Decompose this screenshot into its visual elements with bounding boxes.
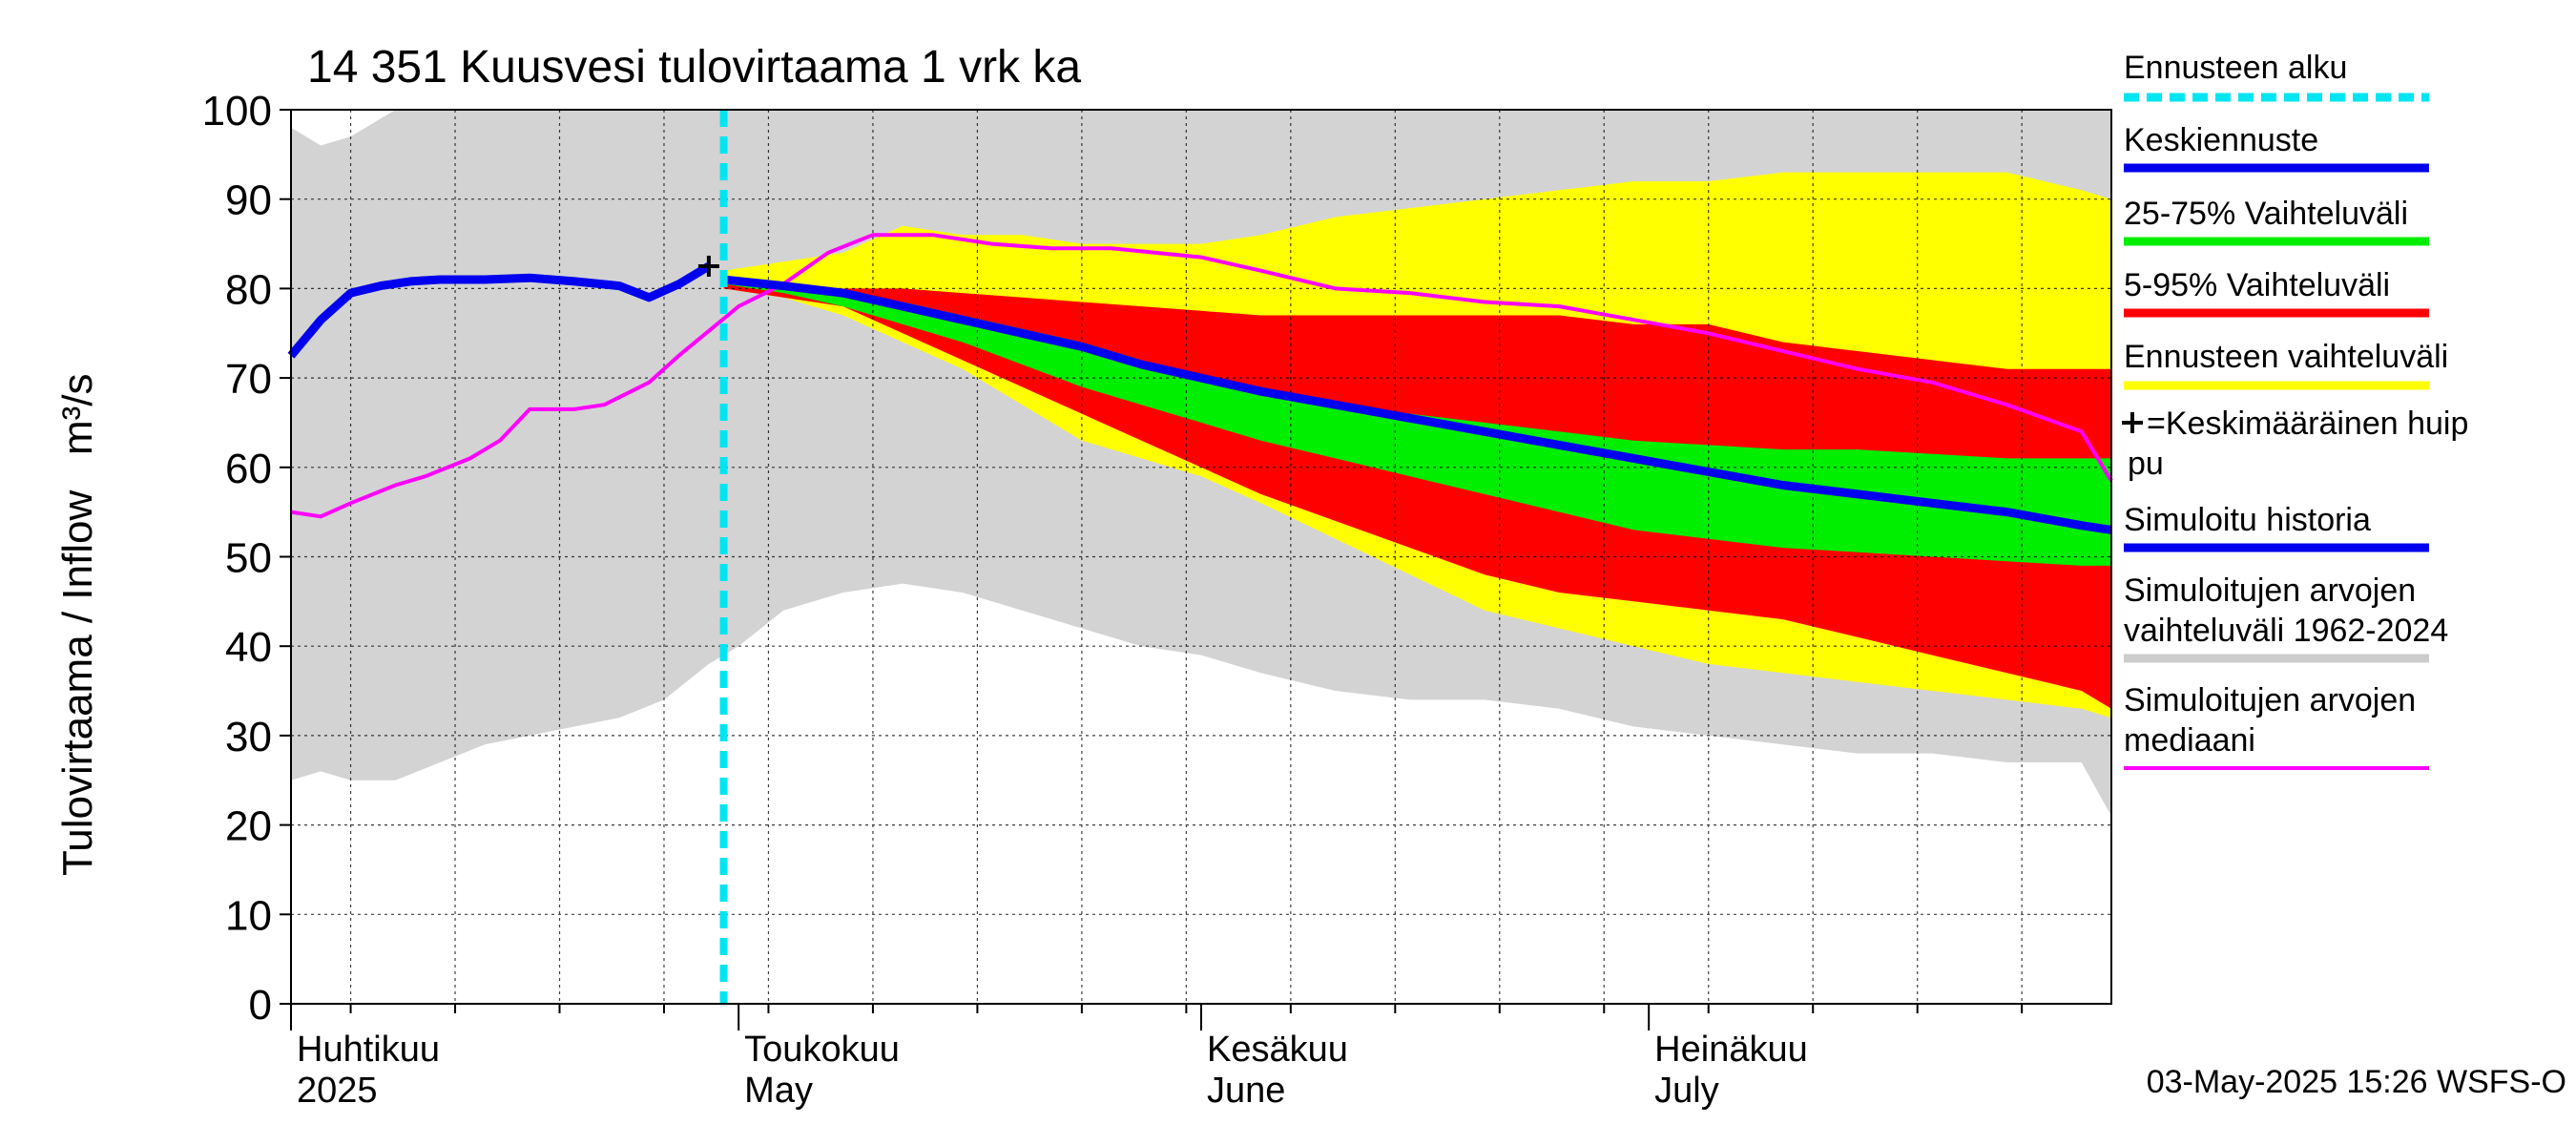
x-month-label-en: May [744, 1071, 813, 1111]
legend-item: Simuloitujen arvojen mediaani [2124, 682, 2429, 770]
y-tick-label: 50 [225, 535, 272, 582]
legend-item: 5-95% Vaihteluväli [2124, 267, 2429, 318]
p5-95-band [723, 280, 2111, 709]
legend-label: Ennusteen vaihteluväli [2124, 339, 2448, 375]
legend-label: Simuloitujen arvojen [2124, 682, 2416, 718]
legend-peak-marker [2122, 412, 2143, 433]
legend: Ennusteen alku Keskiennuste 25-75% Vaihtel… [2122, 50, 2468, 770]
x-month-label-en: June [1207, 1071, 1285, 1111]
legend-label: =Keskimääräinen huip [2147, 406, 2468, 442]
footer-timestamp: 03-May-2025 15:26 WSFS-O [2147, 1064, 2566, 1100]
legend-label: 5-95% Vaihteluväli [2124, 267, 2390, 303]
x-month-label-fi: Kesäkuu [1207, 1030, 1348, 1070]
x-month-label-en: July [1654, 1071, 1719, 1111]
y-tick-label: 60 [225, 446, 272, 492]
legend-label: Simuloitujen arvojen [2124, 572, 2416, 609]
y-axis-label: Tulovirtaama / Inflow m³/s [54, 374, 101, 877]
y-tick-label: 90 [225, 177, 272, 224]
legend-label: Keskiennuste [2124, 122, 2318, 158]
legend-label: 25-75% Vaihteluväli [2124, 196, 2408, 232]
legend-label: Simuloitu historia [2124, 502, 2371, 538]
y-tick-label: 0 [249, 982, 272, 1029]
y-tick-label: 30 [225, 714, 272, 760]
legend-item: 25-75% Vaihteluväli [2124, 196, 2429, 246]
x-month-label-fi: Toukokuu [744, 1030, 900, 1070]
y-tick-label: 80 [225, 266, 272, 313]
x-month-label-fi: Huhtikuu [297, 1030, 440, 1070]
y-tick-label: 20 [225, 803, 272, 850]
legend-item: Ennusteen vaihteluväli [2124, 339, 2448, 390]
y-tick-label: 70 [225, 356, 272, 403]
simulated-history-line [287, 262, 712, 359]
legend-label: mediaani [2124, 722, 2255, 759]
x-month-label-en: 2025 [297, 1071, 378, 1111]
grid [291, 110, 2111, 1004]
x-month-label-fi: Heinäkuu [1654, 1030, 1808, 1070]
legend-label: Ennusteen alku [2124, 50, 2347, 86]
y-tick-label: 10 [225, 892, 272, 939]
median-line [290, 233, 2113, 519]
plot-area [287, 109, 2113, 1005]
y-tick-label: 100 [202, 88, 272, 135]
legend-item: Keskiennuste [2124, 122, 2429, 173]
legend-item: =Keskimääräinen huip pu [2122, 406, 2468, 482]
legend-label: vaihteluväli 1962-2024 [2124, 613, 2448, 649]
chart-title: 14 351 Kuusvesi tulovirtaama 1 vrk ka [307, 42, 1081, 93]
mean-forecast-line [723, 275, 2112, 534]
legend-label: pu [2128, 446, 2164, 482]
legend-item: Simuloitu historia [2124, 502, 2429, 552]
legend-item: Simuloitujen arvojen vaihteluväli 1962-20… [2124, 572, 2448, 663]
mean-peak-marker [697, 255, 719, 277]
legend-item: Ennusteen alku [2124, 50, 2429, 102]
y-tick-label: 40 [225, 624, 272, 671]
